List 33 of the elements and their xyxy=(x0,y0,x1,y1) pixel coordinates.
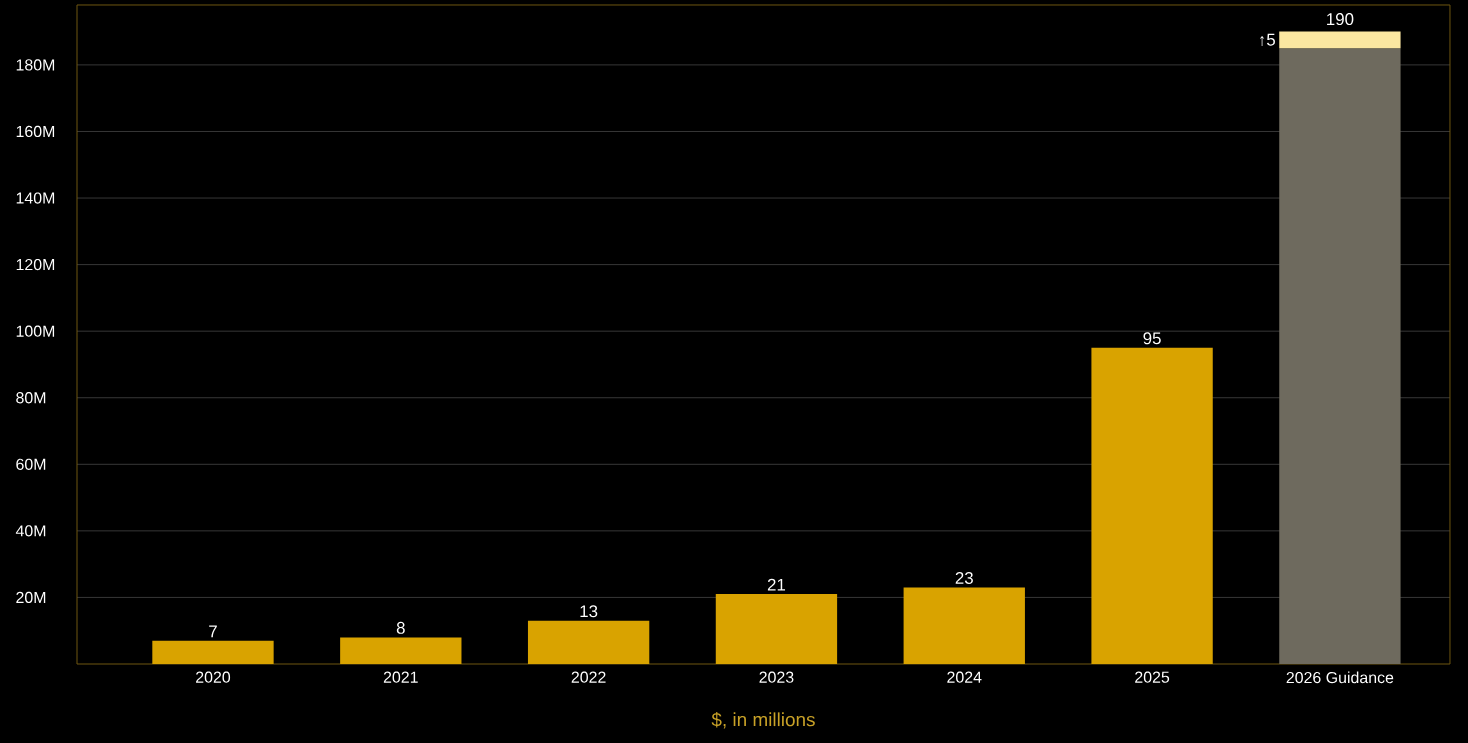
data-label: 21 xyxy=(767,578,786,591)
x-tick-label: 2023 xyxy=(759,671,794,683)
y-tick-label: 60M xyxy=(16,458,46,470)
total-label: 190 xyxy=(1327,13,1354,26)
bar xyxy=(152,640,274,664)
x-tick-label: 2024 xyxy=(947,671,982,683)
bar xyxy=(1279,31,1401,49)
data-label: 23 xyxy=(955,571,973,584)
x-tick-label: 2026 Guidance xyxy=(1286,671,1394,684)
x-tick-label: 2020 xyxy=(196,671,231,683)
data-label: 13 xyxy=(580,605,598,618)
y-tick-label: 120M xyxy=(16,258,55,271)
data-label: ↑5 xyxy=(1260,33,1275,47)
x-tick-label: 2022 xyxy=(571,671,606,683)
x-tick-label: 2021 xyxy=(383,671,418,683)
data-label: 7 xyxy=(209,625,217,638)
bar xyxy=(1091,347,1213,664)
x-axis-title: $, in millions xyxy=(711,712,815,729)
bar xyxy=(340,637,462,664)
data-label: 8 xyxy=(396,621,405,634)
y-tick-label: 40M xyxy=(15,525,46,537)
bar xyxy=(1279,48,1401,664)
y-tick-label: 20M xyxy=(16,591,46,604)
y-tick-label: 140M xyxy=(16,192,55,204)
y-tick-label: 80M xyxy=(16,392,46,404)
x-tick-label: 2025 xyxy=(1135,671,1170,683)
y-tick-label: 100M xyxy=(16,325,55,337)
y-tick-label: 160M xyxy=(16,125,55,138)
data-label: 95 xyxy=(1143,332,1161,345)
bar xyxy=(903,587,1025,664)
bar xyxy=(527,620,650,664)
y-tick-label: 180M xyxy=(16,59,55,71)
bar xyxy=(715,594,838,664)
